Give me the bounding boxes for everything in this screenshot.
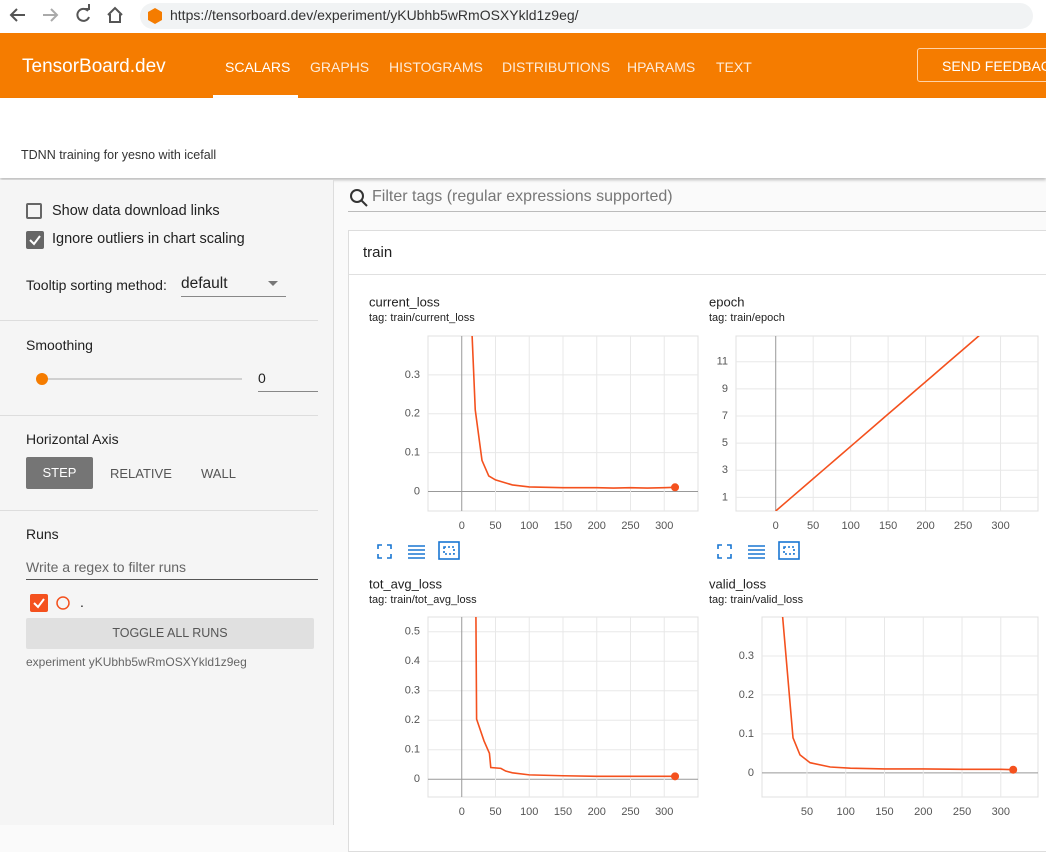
y-tick-label: 1	[722, 491, 728, 503]
x-tick-label: 50	[807, 520, 819, 532]
chart-title: current_loss	[369, 294, 440, 309]
fit-domain-button[interactable]	[439, 542, 459, 559]
x-tick-label: 100	[841, 520, 859, 532]
y-tick-label: 9	[722, 383, 728, 395]
x-tick-label: 300	[655, 520, 673, 532]
x-tick-label: 300	[991, 520, 1009, 532]
x-tick-label: 150	[554, 806, 572, 818]
y-tick-label: 0.5	[405, 626, 420, 638]
chart-subtitle: tag: train/valid_loss	[709, 594, 804, 606]
x-tick-label: 200	[588, 806, 606, 818]
y-tick-label: 0.2	[405, 408, 420, 420]
y-tick-label: 0.1	[739, 728, 754, 740]
fit-domain-button[interactable]	[779, 542, 799, 559]
x-tick-label: 0	[459, 806, 465, 818]
chart-title: valid_loss	[709, 576, 767, 591]
y-tick-label: 11	[717, 356, 728, 368]
x-tick-label: 100	[520, 520, 538, 532]
y-tick-label: 0.3	[405, 685, 420, 697]
x-tick-label: 150	[879, 520, 897, 532]
last-point	[671, 483, 679, 491]
fullscreen-button[interactable]	[378, 545, 391, 558]
x-tick-label: 250	[953, 806, 971, 818]
x-tick-label: 200	[916, 520, 934, 532]
series	[475, 514, 679, 781]
chart-subtitle: tag: train/current_loss	[369, 312, 475, 324]
series	[469, 250, 680, 491]
y-tick-label: 0.1	[405, 744, 420, 756]
x-tick-label: 250	[954, 520, 972, 532]
series-line	[776, 539, 1013, 770]
x-tick-label: 50	[801, 806, 813, 818]
y-tick-label: 0.2	[405, 714, 420, 726]
x-tick-label: 300	[655, 806, 673, 818]
y-tick-label: 0	[748, 767, 754, 779]
last-point	[992, 317, 1000, 325]
chart-tools	[378, 542, 799, 559]
series-line	[475, 514, 675, 777]
charts: current_loss tag: train/current_loss 0 0.1 0…	[0, 0, 1046, 825]
x-tick-label: 150	[875, 806, 893, 818]
x-tick-label: 0	[773, 520, 779, 532]
chart: valid_loss tag: train/valid_loss 0 0.1 0.2 0.…	[709, 539, 1038, 818]
y-tick-label: 0.4	[405, 655, 420, 667]
y-tick-label: 0.1	[405, 447, 420, 459]
chart: epoch tag: train/epoch 1 3 5 7 9 11 0 50 100 150 200…	[709, 294, 1038, 531]
y-tick-label: 0	[414, 773, 420, 785]
x-tick-label: 300	[992, 806, 1010, 818]
chart-title: tot_avg_loss	[369, 576, 442, 591]
y-tick-label: 3	[722, 464, 728, 476]
last-point	[1009, 766, 1017, 774]
chart-subtitle: tag: train/tot_avg_loss	[369, 594, 477, 606]
x-tick-label: 0	[459, 520, 465, 532]
fullscreen-button[interactable]	[718, 545, 731, 558]
x-tick-label: 200	[914, 806, 932, 818]
x-tick-label: 150	[554, 520, 572, 532]
x-tick-label: 250	[621, 806, 639, 818]
chart-title: epoch	[709, 294, 744, 309]
x-tick-label: 200	[588, 520, 606, 532]
x-tick-label: 100	[520, 806, 538, 818]
y-tick-label: 0.3	[405, 369, 420, 381]
y-tick-label: 0.3	[739, 650, 754, 662]
last-point	[671, 772, 679, 780]
y-tick-label: 0.2	[739, 689, 754, 701]
log-scale-button[interactable]	[408, 546, 425, 558]
x-tick-label: 50	[489, 806, 501, 818]
chart: current_loss tag: train/current_loss 0 0.1 0…	[369, 250, 698, 531]
x-tick-label: 100	[837, 806, 855, 818]
x-tick-label: 50	[489, 520, 501, 532]
y-tick-label: 7	[722, 410, 728, 422]
x-tick-label: 250	[621, 520, 639, 532]
chart-subtitle: tag: train/epoch	[709, 312, 785, 324]
y-tick-label: 5	[722, 437, 728, 449]
page: {"browser": {"url": "https://tensorboard…	[0, 0, 1046, 825]
log-scale-button[interactable]	[748, 546, 765, 558]
y-tick-label: 0	[414, 485, 420, 497]
chart: tot_avg_loss tag: train/tot_avg_loss 0 0.1 0…	[369, 514, 698, 818]
